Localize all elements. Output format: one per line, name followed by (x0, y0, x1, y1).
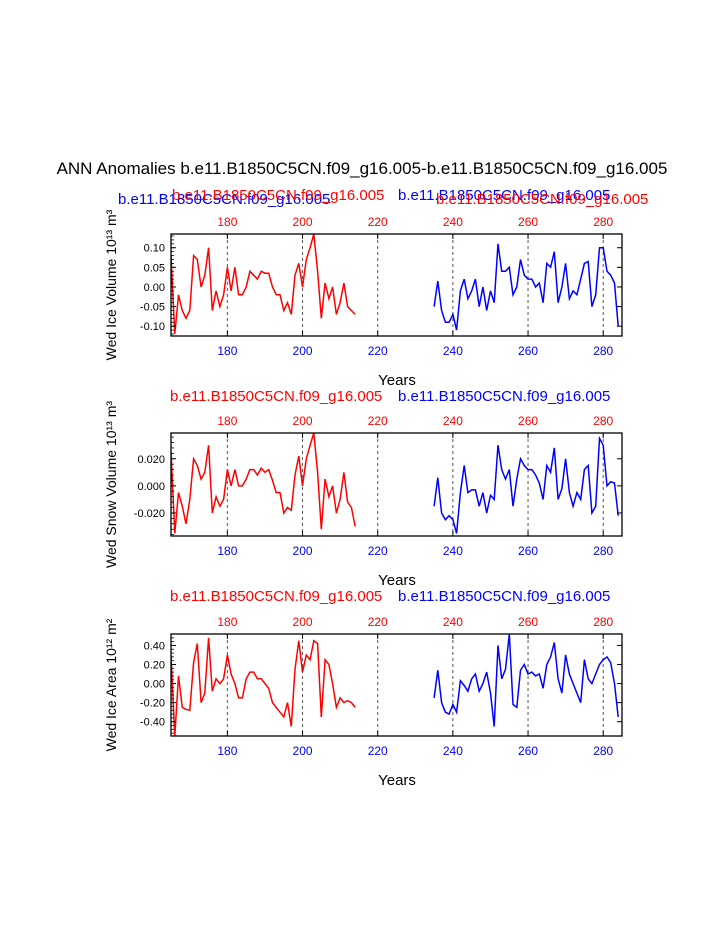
case-label-blue: b.e11.B1850C5CN.f09_g16.005 (398, 187, 610, 204)
x-tick-label-top: 280 (593, 615, 613, 629)
x-tick-label-bottom: 260 (518, 344, 538, 358)
plot-frame (170, 233, 623, 337)
x-tick-label-bottom: 280 (593, 744, 613, 758)
y-tick-label: -0.20 (140, 698, 165, 710)
y-tick-label: 0.020 (137, 454, 165, 466)
x-tick-label-bottom: 200 (293, 544, 313, 558)
y-axis-label: Wed Ice Area 10¹² m² (103, 618, 119, 751)
x-tick-label-bottom: 200 (293, 744, 313, 758)
x-tick-label-top: 280 (593, 215, 613, 229)
case-label-red: b.e11.B1850C5CN.f09_g16.005 (436, 191, 648, 208)
blue-series-line (433, 435, 619, 534)
x-tick-label-bottom: 280 (593, 544, 613, 558)
x-tick-label-top: 260 (518, 615, 538, 629)
y-tick-label: 0.10 (144, 243, 165, 255)
x-tick-label-top: 200 (293, 414, 313, 428)
red-series-line (171, 637, 356, 736)
y-tick-label: 0.40 (144, 640, 165, 652)
blue-series-line (433, 634, 619, 727)
x-axis-label: Years (378, 372, 416, 389)
plot-frame (170, 432, 623, 537)
y-tick-label: -0.40 (140, 717, 165, 729)
chart-panel-3: -0.40 -0.20 0.00 0.20 0.40 180 180 200 200 220 220… (103, 588, 623, 789)
figure-title: ANN Anomalies b.e11.B1850C5CN.f09_g16.00… (57, 159, 668, 178)
x-tick-label-top: 260 (518, 215, 538, 229)
x-tick-label-top: 260 (518, 414, 538, 428)
red-series-line (171, 433, 356, 534)
case-label-red: b.e11.B1850C5CN.f09_g16.005 (172, 187, 384, 204)
x-tick-label-top: 180 (217, 414, 237, 428)
x-tick-label-bottom: 180 (217, 744, 237, 758)
x-tick-label-bottom: 240 (443, 344, 463, 358)
x-tick-label-bottom: 180 (217, 344, 237, 358)
x-tick-label-top: 220 (368, 215, 388, 229)
x-tick-label-bottom: 220 (368, 744, 388, 758)
y-tick-label: 0.00 (144, 679, 165, 691)
x-tick-label-bottom: 260 (518, 544, 538, 558)
x-tick-label-top: 220 (368, 414, 388, 428)
x-tick-label-top: 220 (368, 615, 388, 629)
y-tick-label: 0.00 (144, 282, 165, 294)
x-tick-label-bottom: 220 (368, 544, 388, 558)
x-tick-label-bottom: 220 (368, 344, 388, 358)
y-tick-label: -0.05 (140, 302, 165, 314)
case-label-blue: b.e11.B1850C5CN.f09_g16.005 (398, 588, 610, 605)
x-axis-label: Years (378, 772, 416, 789)
x-tick-label-bottom: 180 (217, 544, 237, 558)
x-tick-label-top: 200 (293, 615, 313, 629)
x-tick-label-bottom: 280 (593, 344, 613, 358)
case-label-red: b.e11.B1850C5CN.f09_g16.005 (170, 588, 382, 605)
case-label-red: b.e11.B1850C5CN.f09_g16.005 (170, 388, 382, 405)
x-tick-label-bottom: 240 (443, 744, 463, 758)
y-axis-label: Wed Snow Volume 10¹³ m³ (103, 401, 119, 568)
x-tick-label-top: 240 (443, 215, 463, 229)
y-tick-label: 0.000 (137, 481, 165, 493)
case-label-blue: b.e11.B1850C5CN.f09_g16.005 (398, 388, 610, 405)
x-tick-label-top: 280 (593, 414, 613, 428)
x-tick-label-top: 200 (293, 215, 313, 229)
x-tick-label-bottom: 260 (518, 744, 538, 758)
chart-panel-2: -0.020 0.000 0.020 180 180 200 200 220 220 240 240… (103, 388, 623, 589)
x-tick-label-top: 180 (217, 215, 237, 229)
red-series-line (171, 234, 356, 335)
y-tick-label: -0.020 (134, 508, 165, 520)
y-tick-label: -0.10 (140, 321, 165, 333)
y-tick-label: 0.05 (144, 262, 165, 274)
x-axis-label: Years (378, 572, 416, 589)
chart-panel-1: -0.10 -0.05 0.00 0.05 0.10 180 180 200 200 220 220… (103, 187, 648, 389)
case-label-blue: b.e11.B1850C5CN.f09_g16.005 (118, 191, 330, 208)
x-tick-label-bottom: 240 (443, 544, 463, 558)
x-tick-label-top: 240 (443, 615, 463, 629)
blue-series-line (433, 243, 619, 331)
plot-frame (170, 633, 623, 737)
x-tick-label-top: 180 (217, 615, 237, 629)
x-tick-label-bottom: 200 (293, 344, 313, 358)
y-axis-label: Wed Ice Volume 10¹³ m³ (103, 209, 119, 360)
x-tick-label-top: 240 (443, 414, 463, 428)
y-tick-label: 0.20 (144, 660, 165, 672)
